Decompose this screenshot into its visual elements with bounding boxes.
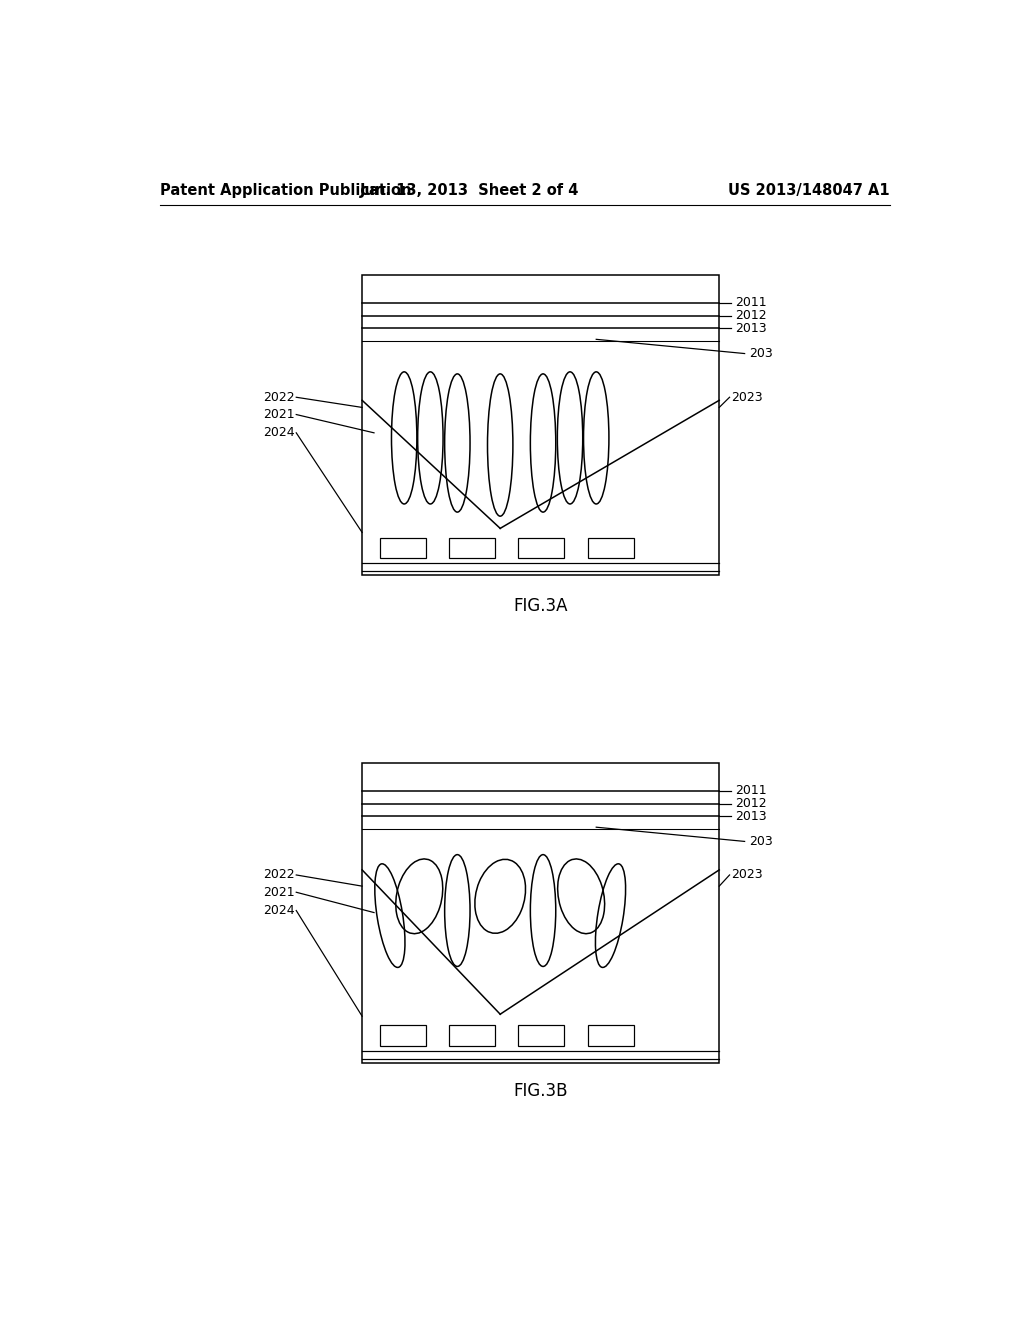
Bar	[450, 537, 495, 558]
Text: 2023: 2023	[731, 391, 763, 404]
Bar	[450, 1026, 495, 1045]
Text: FIG.3A: FIG.3A	[513, 597, 568, 615]
Text: 2024: 2024	[263, 904, 295, 917]
Text: 2011: 2011	[735, 296, 767, 309]
Text: 2012: 2012	[735, 309, 767, 322]
Text: US 2013/148047 A1: US 2013/148047 A1	[728, 183, 890, 198]
Bar	[588, 1026, 634, 1045]
Text: 2022: 2022	[263, 391, 295, 404]
Bar	[362, 763, 719, 1063]
Bar	[380, 1026, 426, 1045]
Bar	[518, 1026, 563, 1045]
Text: 2024: 2024	[263, 426, 295, 440]
Text: Jun. 13, 2013  Sheet 2 of 4: Jun. 13, 2013 Sheet 2 of 4	[359, 183, 579, 198]
Bar	[588, 537, 634, 558]
Bar	[518, 537, 563, 558]
Bar	[380, 537, 426, 558]
Text: 203: 203	[750, 347, 773, 360]
Text: 2023: 2023	[731, 869, 763, 882]
Text: 203: 203	[750, 836, 773, 847]
Text: 2021: 2021	[263, 886, 295, 899]
Text: 2013: 2013	[735, 809, 767, 822]
Text: FIG.3B: FIG.3B	[513, 1082, 568, 1101]
Text: 2022: 2022	[263, 869, 295, 882]
Text: 2011: 2011	[735, 784, 767, 797]
Text: Patent Application Publication: Patent Application Publication	[160, 183, 412, 198]
Bar	[362, 276, 719, 576]
Text: 2013: 2013	[735, 322, 767, 335]
Text: 2012: 2012	[735, 797, 767, 810]
Text: 2021: 2021	[263, 408, 295, 421]
